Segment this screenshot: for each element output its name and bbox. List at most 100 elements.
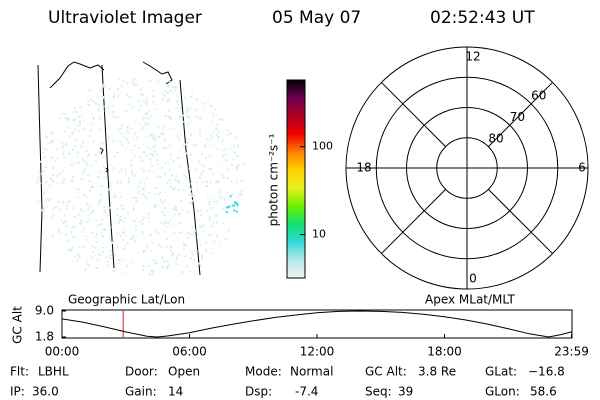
map-speck	[71, 131, 74, 134]
map-speck	[155, 231, 158, 234]
map-speck	[104, 109, 107, 112]
map-speck	[174, 86, 177, 89]
map-speck	[206, 138, 209, 141]
map-speck	[116, 181, 119, 184]
map-speck	[91, 232, 94, 235]
map-speck	[193, 259, 196, 262]
map-speck	[183, 120, 186, 123]
map-speck	[107, 264, 110, 267]
map-speck	[74, 256, 77, 259]
map-speck	[218, 195, 221, 197]
map-speck	[127, 177, 130, 180]
map-speck	[185, 176, 188, 178]
x-tick-label: 06:00	[172, 345, 207, 359]
map-speck	[168, 100, 171, 103]
map-speck	[214, 214, 217, 217]
map-speck	[151, 89, 154, 92]
map-speck	[201, 153, 204, 156]
map-speck	[63, 156, 66, 159]
map-speck	[173, 231, 176, 234]
map-speck	[90, 212, 93, 215]
map-speck	[116, 182, 119, 185]
map-speck	[82, 160, 85, 163]
field-value: -7.4	[295, 385, 318, 399]
map-speck	[225, 148, 228, 151]
map-speck	[88, 180, 91, 183]
map-speck	[121, 143, 124, 146]
map-speck	[96, 267, 99, 270]
map-speck	[147, 264, 150, 267]
map-speck	[215, 235, 218, 238]
map-speck	[106, 214, 109, 217]
map-speck	[68, 152, 71, 155]
map-speck	[179, 107, 182, 109]
map-speck	[54, 205, 57, 208]
map-speck	[210, 121, 213, 124]
map-speck	[45, 180, 48, 183]
title: Ultraviolet Imager	[48, 8, 202, 28]
map-speck	[103, 206, 106, 208]
map-speck	[126, 242, 129, 244]
map-speck	[116, 151, 119, 154]
map-speck	[132, 105, 135, 108]
map-speck	[177, 253, 180, 256]
map-speck	[79, 106, 82, 109]
map-speck	[121, 124, 123, 127]
map-speck	[188, 182, 191, 185]
map-speck	[124, 230, 126, 233]
map-speck	[154, 259, 157, 262]
map-speck	[79, 144, 82, 147]
map-speck	[186, 237, 189, 240]
map-speck	[89, 189, 91, 192]
map-speck	[152, 137, 155, 140]
map-speck	[170, 254, 173, 257]
map-speck	[82, 157, 84, 160]
map-speck	[149, 158, 152, 161]
map-speck	[66, 201, 69, 204]
map-speck	[68, 199, 71, 202]
map-speck	[152, 101, 155, 104]
map-speck	[94, 246, 97, 249]
map-speck	[210, 207, 213, 210]
map-speck	[159, 176, 162, 178]
map-speck	[58, 172, 61, 175]
field-value: 36.0	[32, 385, 59, 399]
map-speck	[204, 145, 207, 148]
map-speck	[187, 116, 190, 119]
map-speck	[209, 134, 212, 137]
map-speck	[43, 192, 46, 194]
map-speck	[92, 251, 95, 254]
map-speck	[179, 213, 182, 216]
map-speck	[99, 223, 102, 226]
map-speck	[176, 256, 178, 259]
map-speck	[162, 147, 165, 150]
y-tick-label: 9.0	[35, 304, 54, 318]
map-speck	[190, 134, 193, 137]
map-speck	[101, 85, 104, 88]
map-speck	[172, 86, 175, 89]
field-label: Dsp:	[245, 385, 272, 399]
map-speck	[153, 261, 156, 264]
map-speck	[85, 149, 88, 152]
map-speck	[164, 90, 167, 93]
map-speck	[118, 140, 121, 143]
map-speck	[222, 208, 225, 211]
map-speck	[126, 129, 129, 132]
map-speck	[156, 79, 159, 82]
map-speck	[68, 250, 71, 253]
map-speck	[87, 264, 90, 267]
map-speck	[221, 174, 224, 176]
map-speck	[189, 154, 192, 156]
map-speck	[234, 154, 237, 157]
map-speck	[86, 202, 89, 205]
map-speck	[146, 98, 149, 101]
map-speck	[140, 93, 143, 96]
map-speck	[65, 224, 68, 227]
map-speck	[113, 155, 116, 158]
map-speck	[145, 177, 148, 180]
map-speck	[78, 212, 81, 215]
map-speck	[114, 220, 117, 223]
map-speck	[150, 114, 153, 117]
map-speck	[152, 95, 155, 98]
